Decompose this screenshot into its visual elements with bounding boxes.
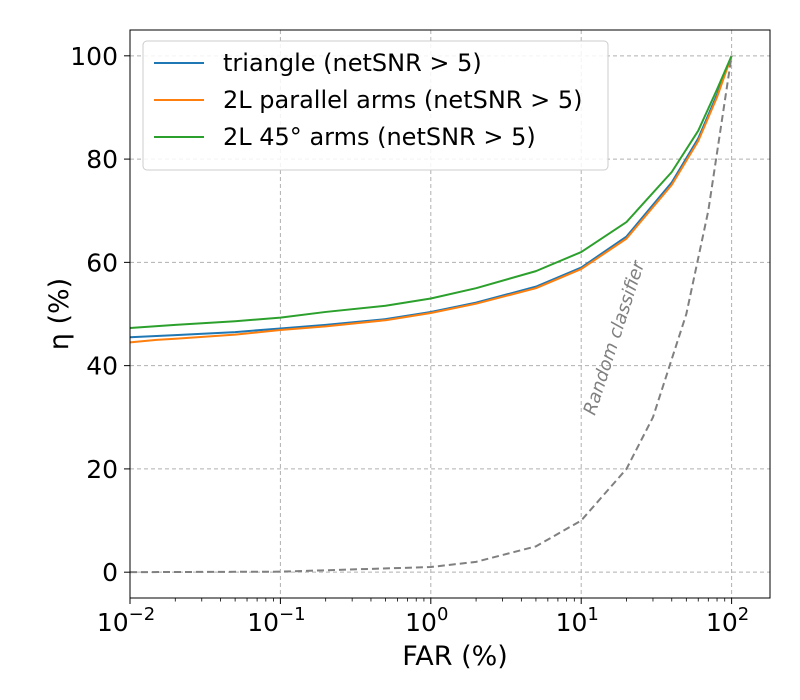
- plot-frame: [129, 29, 771, 599]
- series-line-3: [129, 55, 733, 574]
- x-axis-title: FAR (%): [402, 641, 508, 672]
- x-tick-label: 101: [556, 604, 599, 637]
- x-tick-label: 10−1: [247, 604, 305, 637]
- y-tick-label: 40: [86, 352, 118, 381]
- y-tick-label: 0: [102, 558, 118, 587]
- x-tick-label: 100: [405, 604, 448, 637]
- y-axis-title: η (%): [44, 278, 75, 350]
- legend-label-2: 2L 45° arms (netSNR > 5): [223, 123, 536, 151]
- y-tick-label: 80: [86, 145, 118, 174]
- y-tick-label: 100: [70, 42, 118, 71]
- ticks: 0 20 40 60 80 100 10−2 10−1 100 101 102: [70, 42, 749, 637]
- legend: triangle (netSNR > 5) 2L parallel arms (n…: [142, 40, 609, 171]
- series-line-2: [129, 55, 733, 329]
- annotations: Random classifier: [580, 257, 650, 418]
- series-layer: [129, 55, 733, 574]
- series-line-1: [129, 55, 733, 344]
- annotation-random-classifier: Random classifier: [580, 257, 650, 418]
- legend-box: [142, 40, 609, 171]
- y-tick-label: 60: [86, 248, 118, 277]
- x-tick-label: 10−2: [97, 604, 155, 637]
- legend-label-1: 2L parallel arms (netSNR > 5): [223, 86, 582, 114]
- x-tick-label: 102: [706, 604, 749, 637]
- y-tick-label: 20: [86, 455, 118, 484]
- legend-label-0: triangle (netSNR > 5): [223, 49, 482, 77]
